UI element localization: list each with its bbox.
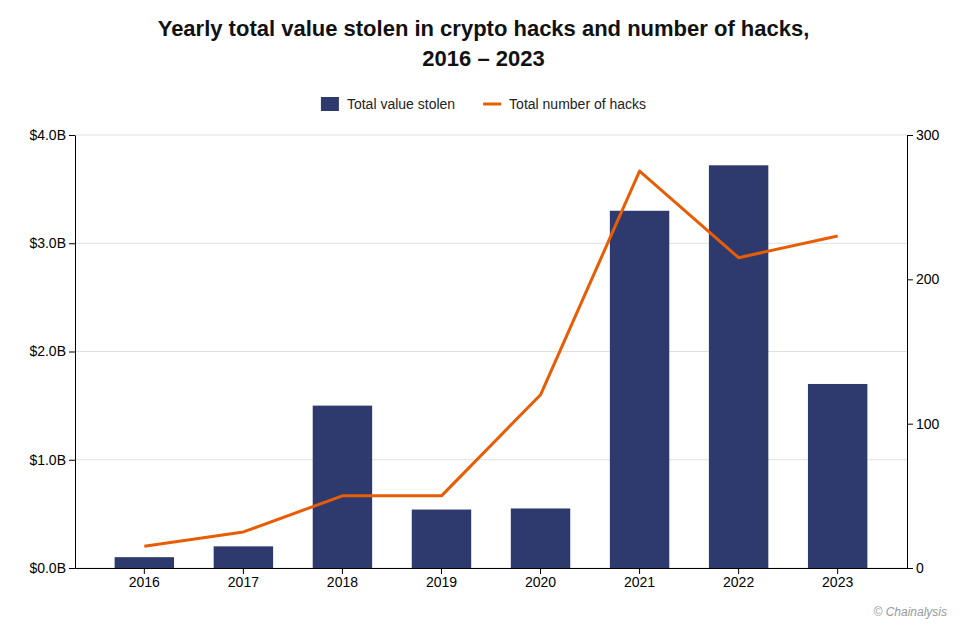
- x-axis: 2016 2017 2018 2019 2020 2021 2022 2023: [76, 568, 908, 590]
- bar: [709, 165, 768, 568]
- x-tick-label: 2021: [624, 574, 655, 590]
- x-tick-label: 2022: [723, 574, 754, 590]
- plot-area: 2016 2017 2018 2019 2020 2021 2022 2023 $0.0B $1.…: [29, 127, 939, 590]
- grid-line: [75, 568, 907, 569]
- y-tick: $1.0B: [29, 452, 75, 468]
- y-tick-mark: [69, 243, 75, 244]
- y-tick: $2.0B: [29, 343, 75, 359]
- legend-label: Total number of hacks: [509, 96, 646, 112]
- grid-line: [75, 243, 907, 244]
- legend: Total value stolen Total number of hacks: [321, 96, 646, 112]
- axis-domain: [907, 136, 908, 569]
- x-tick: 2021: [624, 568, 655, 590]
- legend-swatch: [483, 103, 501, 106]
- legend-item: Total number of hacks: [483, 96, 646, 112]
- y2-tick: 100: [907, 416, 940, 432]
- x-tick: 2019: [426, 568, 457, 590]
- y-tick-label: $1.0B: [29, 452, 66, 468]
- bar: [808, 384, 867, 568]
- x-tick-label: 2023: [822, 574, 853, 590]
- y2-axis: 0 100 200 300: [907, 127, 940, 576]
- y2-tick-mark: [907, 279, 913, 280]
- y-tick-label: $0.0B: [29, 560, 66, 576]
- axis-domain: [75, 136, 76, 569]
- x-tick-label: 2016: [129, 574, 160, 590]
- y2-tick-mark: [907, 568, 913, 569]
- grid-line: [75, 459, 907, 460]
- subtitle: 2016 – 2023: [422, 46, 544, 71]
- y-tick: $0.0B: [29, 560, 75, 576]
- x-tick-label: 2017: [228, 574, 259, 590]
- bar: [313, 406, 372, 568]
- bar: [214, 546, 273, 568]
- y2-tick: 300: [907, 127, 940, 143]
- y2-tick-label: 300: [916, 127, 940, 143]
- grid: [75, 135, 907, 568]
- x-tick-label: 2020: [525, 574, 556, 590]
- bar: [115, 557, 174, 568]
- x-tick: 2018: [327, 568, 358, 590]
- x-tick: 2023: [822, 568, 853, 590]
- x-tick: 2016: [129, 568, 160, 590]
- y2-tick-mark: [907, 135, 913, 136]
- axis-domain: [76, 568, 908, 569]
- y2-tick-label: 0: [916, 560, 924, 576]
- grid-line: [75, 135, 907, 136]
- y2-tick-mark: [907, 424, 913, 425]
- y2-tick-label: 200: [916, 271, 940, 287]
- y-tick-label: $4.0B: [29, 127, 66, 143]
- y-tick-mark: [69, 568, 75, 569]
- y-tick-label: $3.0B: [29, 235, 66, 251]
- y-tick: $3.0B: [29, 235, 75, 251]
- y2-tick: 0: [907, 560, 924, 576]
- line: [144, 171, 837, 546]
- legend-item: Total value stolen: [321, 96, 455, 112]
- legend-swatch: [321, 97, 339, 111]
- x-tick: 2020: [525, 568, 556, 590]
- y-tick-mark: [69, 135, 75, 136]
- x-tick: 2017: [228, 568, 259, 590]
- y-tick-label: $2.0B: [29, 343, 66, 359]
- y2-tick: 200: [907, 271, 940, 287]
- x-tick: 2022: [723, 568, 754, 590]
- y-tick-mark: [69, 460, 75, 461]
- y-tick-mark: [69, 352, 75, 353]
- title: Yearly total value stolen in crypto hack…: [158, 16, 810, 41]
- x-tick-label: 2019: [426, 574, 457, 590]
- y-axis: $0.0B $1.0B $2.0B $3.0B $4.0B: [29, 127, 75, 576]
- bar: [511, 508, 570, 568]
- y-tick: $4.0B: [29, 127, 75, 143]
- bar: [610, 211, 669, 568]
- marks: [115, 165, 868, 568]
- y2-tick-label: 100: [916, 416, 940, 432]
- chart-svg: Yearly total value stolen in crypto hack…: [0, 0, 967, 628]
- x-tick-label: 2018: [327, 574, 358, 590]
- legend-label: Total value stolen: [347, 96, 455, 112]
- annotation: © Chainalysis: [873, 605, 947, 619]
- bar: [412, 510, 471, 568]
- grid-line: [75, 351, 907, 352]
